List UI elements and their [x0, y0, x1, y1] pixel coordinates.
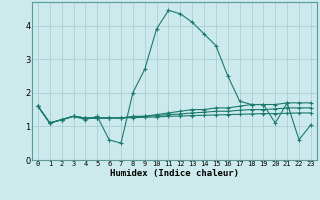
X-axis label: Humidex (Indice chaleur): Humidex (Indice chaleur) [110, 169, 239, 178]
